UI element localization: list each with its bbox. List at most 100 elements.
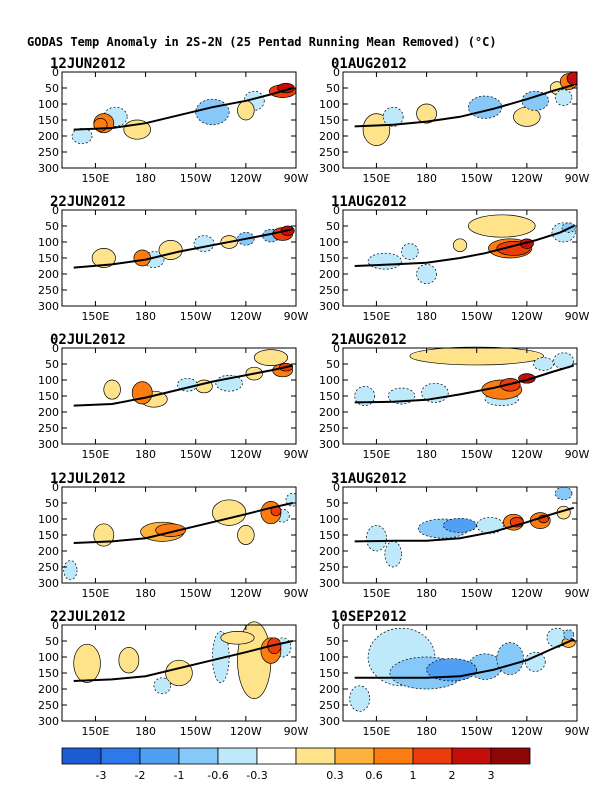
- x-tick-label: 180: [135, 172, 156, 185]
- y-tick-label: 200: [38, 406, 59, 419]
- anomaly-patch: [253, 349, 288, 366]
- anomaly-patch: [554, 486, 573, 501]
- x-tick-label: 150W: [461, 587, 493, 600]
- y-tick-label: 200: [38, 268, 59, 281]
- y-tick-label: 100: [38, 236, 59, 249]
- colorbar-swatch: [295, 747, 336, 765]
- anomaly-patch: [524, 651, 546, 672]
- x-tick-label: 90W: [565, 172, 590, 185]
- y-tick-label: 0: [333, 342, 340, 355]
- y-tick-label: 200: [319, 545, 340, 558]
- y-tick-label: 300: [319, 577, 340, 590]
- y-tick-label: 50: [326, 497, 340, 510]
- thermocline-line: [73, 502, 293, 544]
- anomaly-patch: [158, 240, 183, 260]
- y-tick-label: 50: [326, 82, 340, 95]
- y-tick-label: 100: [38, 513, 59, 526]
- x-tick-label: 120W: [511, 587, 543, 600]
- y-tick-label: 100: [319, 374, 340, 387]
- y-tick-label: 150: [38, 390, 59, 403]
- y-tick-label: 300: [38, 438, 59, 451]
- y-tick-label: 300: [319, 300, 340, 313]
- y-tick-label: 250: [38, 146, 59, 159]
- anomaly-patch: [73, 643, 101, 683]
- colorbar-label: 0.6: [365, 769, 383, 782]
- x-tick-label: 150E: [81, 172, 109, 185]
- x-tick-label: 150E: [81, 587, 109, 600]
- y-tick-label: 100: [319, 98, 340, 111]
- y-tick-label: 50: [45, 220, 59, 233]
- x-tick-label: 90W: [565, 725, 590, 738]
- panel-date: 21AUG2012: [331, 332, 407, 348]
- y-tick-label: 100: [38, 374, 59, 387]
- anomaly-patch: [91, 248, 116, 268]
- anomaly-patch: [237, 525, 255, 545]
- y-tick-label: 300: [38, 300, 59, 313]
- x-tick-label: 90W: [565, 310, 590, 323]
- y-tick-label: 50: [45, 635, 59, 648]
- x-tick-label: 150E: [362, 448, 390, 461]
- y-tick-label: 300: [319, 715, 340, 728]
- y-tick-label: 250: [38, 699, 59, 712]
- x-tick-label: 120W: [230, 172, 262, 185]
- anomaly-patch: [533, 357, 554, 371]
- anomaly-patch: [367, 252, 402, 270]
- thermocline-line: [73, 87, 293, 131]
- anomaly-patch: [118, 647, 140, 674]
- anomaly-patch: [496, 642, 524, 675]
- x-tick-label: 180: [416, 172, 437, 185]
- anomaly-patch: [452, 238, 468, 252]
- x-tick-label: 90W: [284, 587, 309, 600]
- colorbar-swatch: [373, 747, 414, 765]
- colorbar-label: -1: [174, 769, 185, 782]
- y-tick-label: 50: [45, 497, 59, 510]
- colorbar-swatch: [490, 747, 531, 765]
- panel-date: 31AUG2012: [331, 471, 407, 487]
- anomaly-field: [91, 225, 295, 268]
- colorbar-swatch: [451, 747, 492, 765]
- anomaly-patch: [566, 71, 577, 86]
- x-tick-label: 150W: [180, 172, 212, 185]
- y-tick-label: 250: [38, 422, 59, 435]
- x-tick-label: 120W: [230, 310, 262, 323]
- x-tick-label: 120W: [511, 310, 543, 323]
- y-tick-label: 0: [333, 66, 340, 79]
- y-tick-label: 250: [38, 284, 59, 297]
- colorbar-label: 3: [488, 769, 495, 782]
- x-tick-label: 180: [416, 448, 437, 461]
- y-tick-label: 250: [319, 146, 340, 159]
- x-tick-label: 90W: [284, 172, 309, 185]
- anomaly-field: [63, 493, 296, 581]
- anomaly-field: [349, 627, 576, 712]
- y-tick-label: 50: [326, 358, 340, 371]
- anomaly-patch: [563, 629, 575, 640]
- x-tick-label: 180: [416, 725, 437, 738]
- anomaly-field: [366, 486, 573, 568]
- x-tick-label: 150W: [180, 587, 212, 600]
- x-tick-label: 150W: [461, 172, 493, 185]
- x-tick-label: 120W: [230, 587, 262, 600]
- x-tick-label: 90W: [565, 448, 590, 461]
- y-tick-label: 100: [319, 236, 340, 249]
- y-tick-label: 0: [333, 619, 340, 632]
- anomaly-patch: [131, 381, 153, 405]
- y-tick-label: 150: [319, 252, 340, 265]
- anomaly-patch: [237, 100, 255, 121]
- anomaly-patch: [165, 659, 193, 687]
- x-tick-label: 180: [416, 587, 437, 600]
- y-tick-label: 300: [38, 162, 59, 175]
- x-tick-label: 120W: [230, 725, 262, 738]
- panel-date: 12JUN2012: [50, 56, 126, 72]
- panel-date: 12JUL2012: [50, 471, 126, 487]
- figure-title: GODAS Temp Anomaly in 2S-2N (25 Pentad R…: [27, 35, 497, 49]
- anomaly-patch: [382, 106, 404, 127]
- y-tick-label: 250: [319, 699, 340, 712]
- y-tick-label: 300: [38, 715, 59, 728]
- colorbar-swatch: [256, 747, 297, 765]
- x-tick-label: 150W: [180, 448, 212, 461]
